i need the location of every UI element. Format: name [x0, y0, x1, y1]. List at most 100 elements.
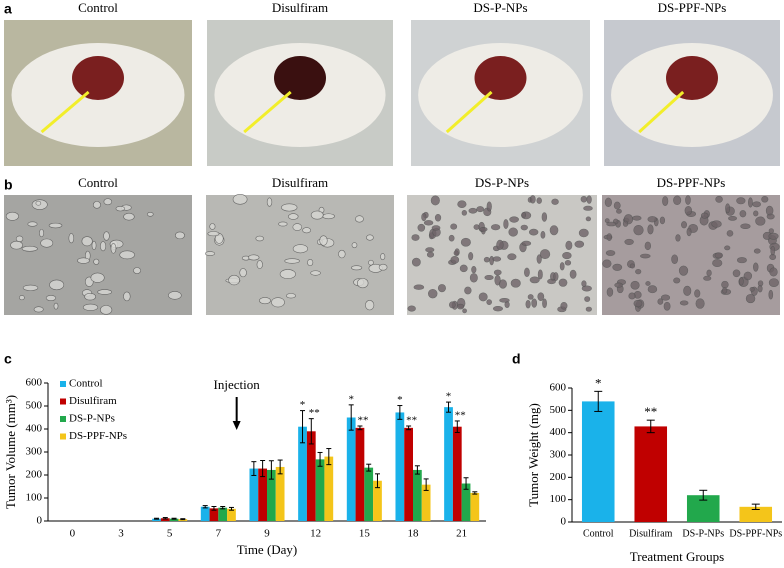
cell: [123, 212, 135, 221]
cell: [578, 228, 589, 238]
cell: [426, 251, 435, 258]
cell: [68, 233, 75, 244]
cell: [110, 243, 117, 254]
cell: [559, 262, 565, 271]
y-tick-label: 0: [561, 516, 567, 528]
cell: [35, 200, 42, 206]
photo-label: Disulfiram: [272, 0, 328, 15]
panel-letter: d: [512, 351, 521, 367]
tumor: [274, 56, 326, 100]
cell: [5, 211, 19, 221]
cell: [279, 269, 296, 280]
cell: [425, 247, 435, 253]
cell: [473, 224, 480, 230]
histology-image: [206, 195, 394, 315]
cell: [703, 275, 712, 281]
cell: [15, 235, 24, 243]
cell: [542, 298, 547, 309]
cell: [695, 298, 705, 309]
significance: **: [644, 404, 657, 419]
cell: [694, 289, 701, 298]
cell: [256, 260, 263, 269]
tumor: [666, 56, 718, 100]
bar: [413, 469, 422, 521]
cell: [769, 254, 777, 260]
cell: [490, 224, 501, 231]
panel-letter: c: [4, 351, 12, 367]
cell: [536, 254, 542, 264]
significance: *: [300, 399, 306, 411]
bar: [209, 508, 219, 521]
bar: [267, 469, 276, 521]
cell: [565, 240, 573, 251]
cell: [292, 244, 308, 254]
cell: [207, 231, 220, 237]
cell: [77, 257, 90, 264]
cell: [81, 236, 93, 247]
legend-swatch: [60, 381, 66, 387]
y-tick-label: 200: [26, 469, 43, 481]
bar: [581, 401, 615, 522]
cell: [757, 280, 764, 287]
cell: [123, 291, 131, 302]
cell: [683, 285, 692, 296]
cell: [450, 223, 458, 230]
cell: [462, 308, 467, 314]
cell: [411, 257, 421, 267]
x-tick-label: 18: [408, 528, 420, 540]
cell: [259, 297, 271, 305]
cell: [585, 306, 592, 312]
bar: [364, 467, 374, 521]
cell: [27, 221, 38, 227]
cell: [755, 216, 766, 226]
cell: [581, 285, 592, 292]
cell: [606, 287, 614, 297]
cell: [434, 213, 442, 222]
cell: [753, 210, 759, 217]
cell: [580, 195, 588, 203]
cell: [292, 223, 302, 231]
cell: [663, 301, 671, 311]
cell: [428, 288, 438, 299]
arrow: [445, 90, 493, 134]
cell: [468, 207, 478, 214]
cell: [486, 299, 492, 305]
cell: [448, 234, 455, 242]
cell: [355, 215, 364, 223]
cell: [484, 274, 494, 281]
legend-swatch: [60, 433, 66, 440]
cell: [761, 196, 769, 203]
cell: [724, 245, 731, 251]
cell: [524, 267, 530, 278]
cell: [10, 240, 23, 250]
cell: [521, 240, 532, 246]
cell: [586, 195, 592, 204]
cell: [351, 265, 363, 271]
cell: [612, 263, 623, 271]
bar: [152, 518, 161, 521]
cell: [322, 213, 335, 220]
cell: [553, 272, 559, 282]
cell: [616, 208, 622, 214]
cell: [411, 234, 420, 241]
cell: [469, 273, 478, 283]
cell: [431, 225, 441, 231]
cell: [614, 282, 623, 288]
significance: *: [348, 393, 354, 405]
cell: [40, 238, 54, 248]
bar: [461, 483, 471, 521]
cell: [602, 259, 612, 268]
x-tick-label: DS-P-NPs: [682, 528, 724, 539]
legend-swatch: [60, 398, 66, 405]
y-tick-label: 500: [26, 400, 43, 412]
bar: [739, 506, 773, 522]
cell: [585, 216, 592, 222]
cell: [494, 274, 501, 286]
cell: [437, 284, 446, 293]
cell: [537, 292, 545, 301]
cell: [604, 197, 612, 208]
bar: [227, 508, 236, 521]
legend-label: DS-P-NPs: [69, 413, 115, 425]
y-tick-label: 500: [550, 404, 567, 416]
